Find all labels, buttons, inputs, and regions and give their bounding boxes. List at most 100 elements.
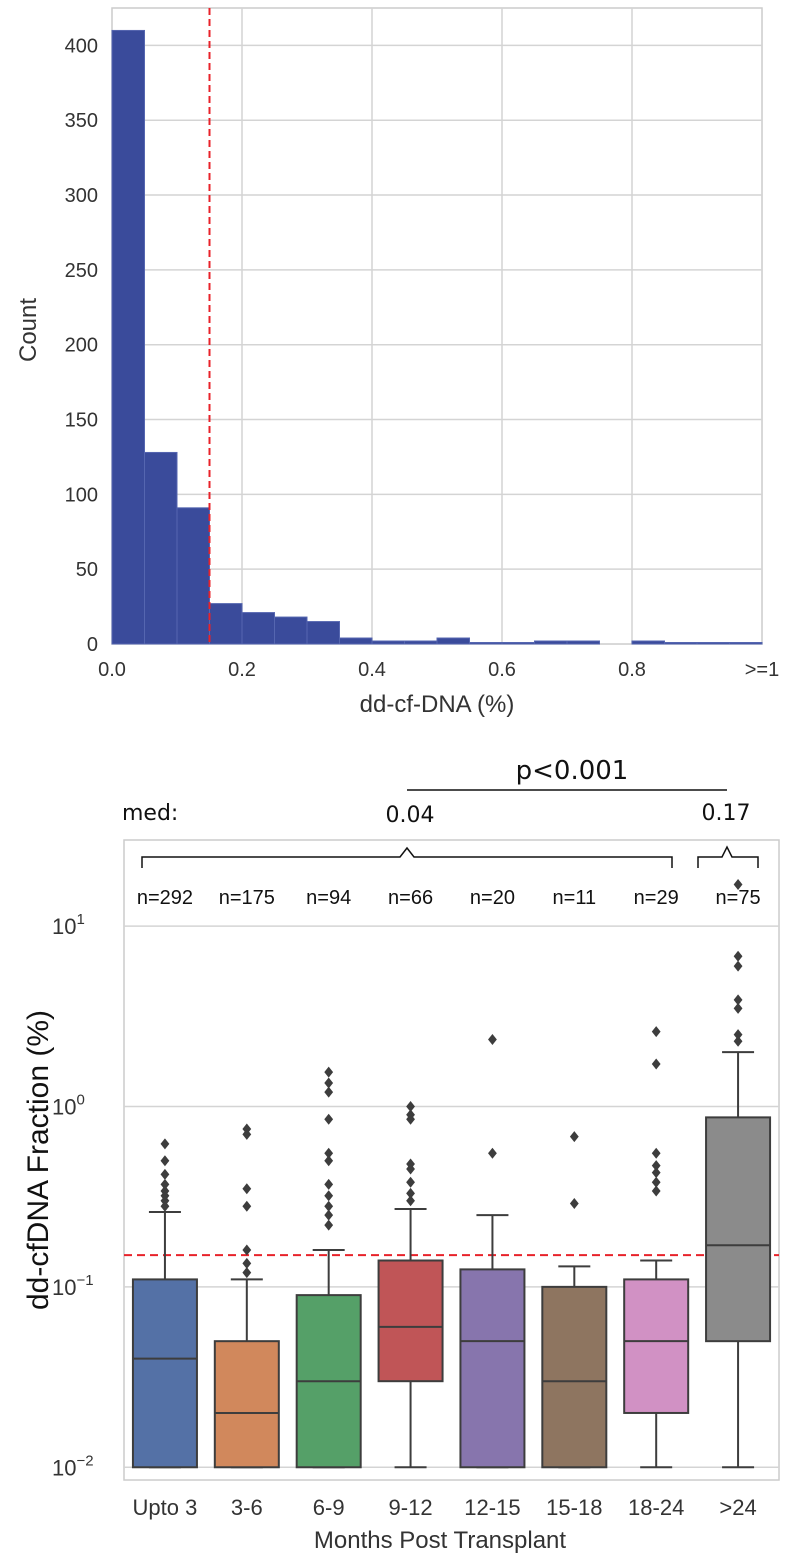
boxplot-x-tick-label: 6-9 xyxy=(313,1495,345,1520)
box-outlier xyxy=(733,960,743,972)
boxplot-x-tick-label: Upto 3 xyxy=(133,1495,198,1520)
histogram-y-tick-label: 400 xyxy=(65,35,98,57)
box-outlier xyxy=(733,994,743,1006)
histogram-x-ticks: 0.0 0.2 0.4 0.6 0.8 >=1 xyxy=(98,659,779,681)
histogram-x-tick-label: 0.0 xyxy=(98,659,126,681)
histogram-x-tick-label: 0.8 xyxy=(618,659,646,681)
box-outlier xyxy=(569,1131,579,1143)
box-outlier xyxy=(488,1147,497,1159)
box-outlier xyxy=(242,1244,252,1256)
boxplot-n-label: n=175 xyxy=(219,887,275,909)
box-iqr xyxy=(705,1116,772,1343)
box-outlier xyxy=(733,878,743,890)
histogram-bar xyxy=(729,642,763,645)
median-group1-value: 0.04 xyxy=(386,803,435,828)
histogram-bar xyxy=(696,642,730,645)
box-outlier xyxy=(733,1002,743,1014)
box-outlier xyxy=(324,1219,334,1231)
box-iqr xyxy=(459,1268,526,1469)
boxplot-x-tick-label: 3-6 xyxy=(231,1495,263,1520)
boxplot-y-tick-label: 100 xyxy=(52,1091,85,1119)
box-outlier xyxy=(733,1029,743,1041)
histogram-y-tick-label: 200 xyxy=(65,335,98,357)
boxplot-panel: 10−2 10−1 100 101 Upto 3 3-6 6-9 9-12 12-15 15-1… xyxy=(22,756,780,1554)
group2-brace xyxy=(697,845,759,868)
histogram-bar xyxy=(144,451,178,645)
histogram-y-label: Count xyxy=(15,298,42,362)
histogram-panel: 0.0 0.2 0.4 0.6 0.8 >=1 0 50 100 150 200 250 300 350… xyxy=(15,7,779,718)
box-outlier xyxy=(569,1197,579,1209)
median-label: med: xyxy=(122,801,178,826)
boxplot-n-label: n=20 xyxy=(470,887,515,909)
box-outlier xyxy=(488,1034,497,1046)
median-group2-value: 0.17 xyxy=(702,801,751,826)
box-8 xyxy=(705,878,772,1469)
box-outlier xyxy=(651,1185,661,1197)
box-outlier xyxy=(324,1209,334,1221)
box-outlier xyxy=(651,1167,661,1179)
box-outlier xyxy=(406,1158,415,1170)
boxplot-x-ticks: Upto 3 3-6 6-9 9-12 12-15 15-18 18-24 >24 xyxy=(133,1495,757,1520)
box-outlier xyxy=(160,1168,170,1180)
histogram-bar xyxy=(534,640,568,645)
box-outlier xyxy=(324,1077,334,1089)
box-2 xyxy=(213,1123,280,1469)
histogram-bar xyxy=(469,642,503,645)
histogram-y-tick-label: 350 xyxy=(65,110,98,132)
box-outlier xyxy=(242,1257,252,1269)
histogram-y-tick-label: 100 xyxy=(65,484,98,506)
box-outlier xyxy=(324,1155,334,1167)
histogram-bar xyxy=(664,642,698,645)
histogram-y-tick-label: 300 xyxy=(65,185,98,207)
box-5 xyxy=(459,1034,526,1469)
histogram-x-tick-label: 0.6 xyxy=(488,659,516,681)
histogram-y-tick-label: 150 xyxy=(65,410,98,432)
box-outlier xyxy=(324,1147,334,1159)
box-outlier xyxy=(406,1176,415,1188)
box-outlier xyxy=(242,1123,252,1135)
histogram-bar xyxy=(371,640,405,645)
histogram-bar xyxy=(339,637,373,645)
boxplot-y-ticks: 10−2 10−1 100 101 xyxy=(52,911,94,1480)
box-outlier xyxy=(406,1100,415,1112)
box-outlier xyxy=(160,1178,170,1190)
box-outlier xyxy=(406,1195,415,1207)
histogram-bar xyxy=(436,637,470,645)
box-outlier xyxy=(651,1058,661,1070)
histogram-bar xyxy=(501,642,535,645)
boxplot-n-labels: n=292 n=175 n=94 n=66 n=20 n=11 n=29 n=75 xyxy=(137,887,761,909)
box-outlier xyxy=(324,1200,334,1212)
boxplot-x-tick-label: 9-12 xyxy=(389,1495,433,1520)
histogram-y-tick-label: 50 xyxy=(76,559,98,581)
boxplot-x-label: Months Post Transplant xyxy=(314,1527,566,1554)
box-iqr xyxy=(377,1259,444,1383)
box-outlier xyxy=(242,1200,252,1212)
histogram-x-tick-label: >=1 xyxy=(745,659,779,681)
box-outlier xyxy=(242,1267,252,1279)
boxplot-y-label: dd-cfDNA Fraction (%) xyxy=(22,1010,55,1310)
boxplot-y-tick-label: 10−1 xyxy=(52,1272,94,1300)
histogram-y-ticks: 0 50 100 150 200 250 300 350 400 xyxy=(65,35,98,656)
histogram-bar xyxy=(404,640,438,645)
histogram-bar xyxy=(274,616,308,645)
group1-brace xyxy=(141,846,673,868)
boxplot-n-label: n=75 xyxy=(716,887,761,909)
histogram-bar xyxy=(209,603,243,645)
histogram-x-tick-label: 0.4 xyxy=(358,659,386,681)
boxplot-boxes xyxy=(131,878,772,1469)
boxplot-n-label: n=94 xyxy=(306,887,351,909)
box-outlier xyxy=(324,1113,334,1125)
box-iqr xyxy=(541,1285,608,1469)
box-3 xyxy=(295,1066,362,1469)
histogram-frame xyxy=(111,7,763,645)
histogram-bar xyxy=(631,640,665,645)
box-outlier xyxy=(160,1185,170,1197)
box-outlier xyxy=(651,1026,661,1038)
histogram-bars xyxy=(111,29,763,645)
box-outlier xyxy=(733,950,743,962)
histogram-y-tick-label: 250 xyxy=(65,260,98,282)
box-iqr xyxy=(131,1278,198,1469)
histogram-bar xyxy=(306,621,340,645)
boxplot-x-tick-label: 12-15 xyxy=(464,1495,520,1520)
